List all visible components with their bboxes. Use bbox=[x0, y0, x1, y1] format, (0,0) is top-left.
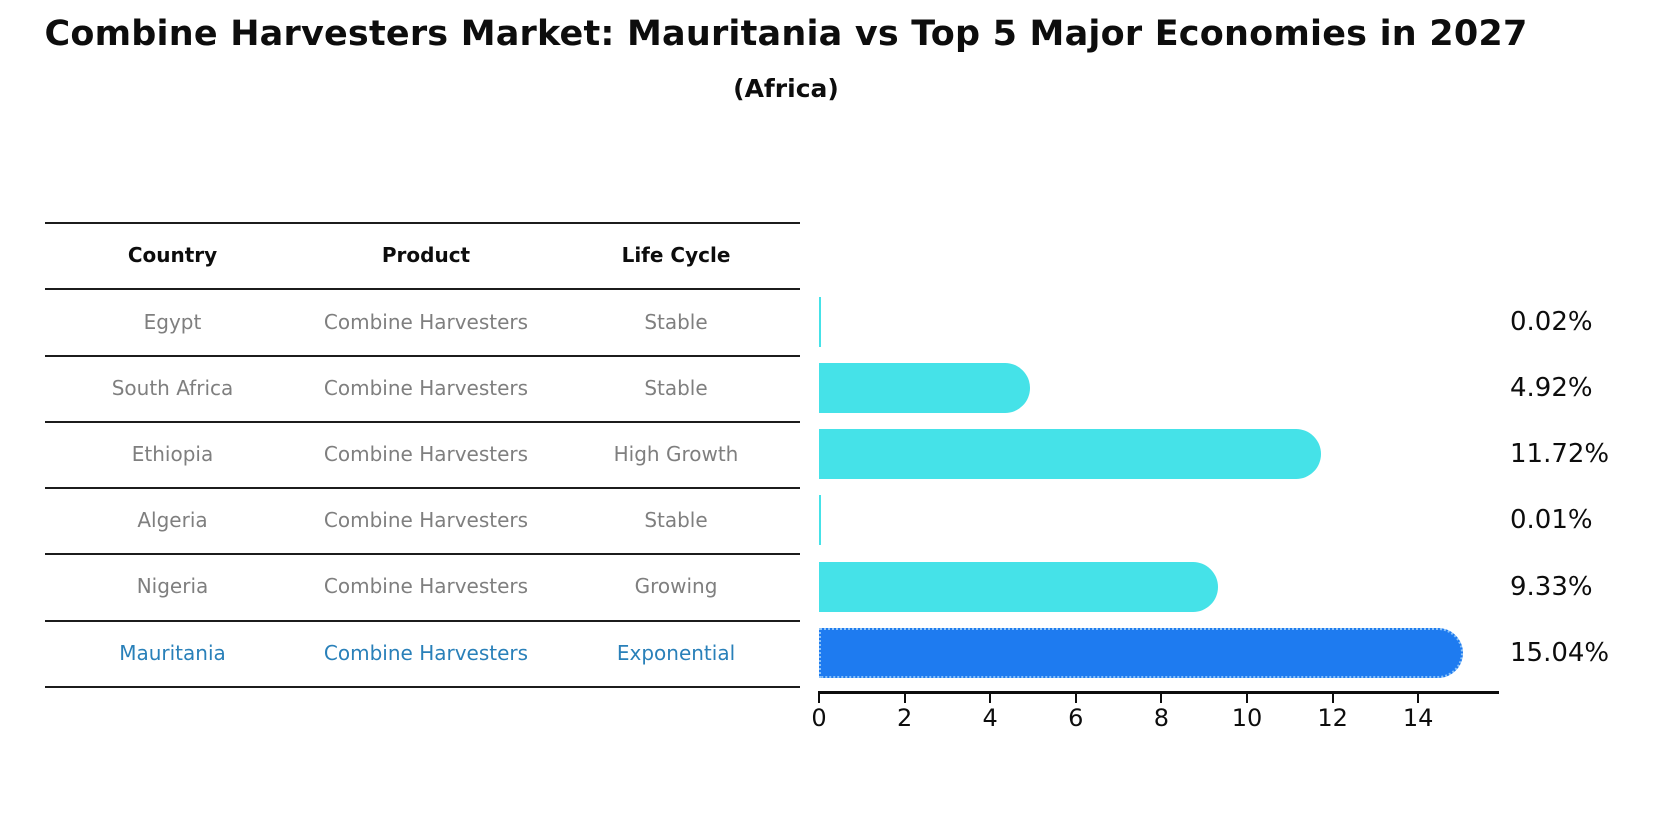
table-header-row: Country Product Life Cycle bbox=[45, 239, 800, 271]
cell-country: Ethiopia bbox=[131, 442, 214, 466]
cell-country: Egypt bbox=[143, 310, 202, 334]
table-row-ethiopia: Ethiopia Combine Harvesters High Growth bbox=[45, 438, 800, 470]
table-row-algeria: Algeria Combine Harvesters Stable bbox=[45, 504, 800, 536]
column-header-country: Country bbox=[127, 243, 218, 267]
page-title: Combine Harvesters Market: Mauritania vs… bbox=[44, 14, 1528, 54]
table-line bbox=[45, 620, 800, 622]
cell-country: Algeria bbox=[137, 508, 208, 532]
column-header-life-cycle: Life Cycle bbox=[621, 243, 731, 267]
bar-algeria bbox=[819, 495, 821, 545]
bar-nigeria bbox=[819, 562, 1219, 612]
bar-mauritania bbox=[819, 628, 1463, 678]
x-axis-tick-label: 6 bbox=[1068, 704, 1084, 732]
value-label: 4.92% bbox=[1510, 373, 1593, 403]
cell-product: Combine Harvesters bbox=[323, 310, 529, 334]
x-axis-tick bbox=[1160, 694, 1163, 703]
cell-product: Combine Harvesters bbox=[323, 376, 529, 400]
cell-country: Mauritania bbox=[119, 641, 226, 665]
cell-life-cycle: Stable bbox=[644, 508, 708, 532]
x-axis-tick bbox=[1417, 694, 1420, 703]
value-label: 0.02% bbox=[1510, 307, 1593, 337]
bar-south-africa bbox=[819, 363, 1030, 413]
cell-product: Combine Harvesters bbox=[323, 574, 529, 598]
table-row-mauritania: Mauritania Combine Harvesters Exponentia… bbox=[45, 637, 800, 669]
cell-life-cycle: High Growth bbox=[613, 442, 739, 466]
table-row-nigeria: Nigeria Combine Harvesters Growing bbox=[45, 570, 800, 602]
x-axis-tick-label: 2 bbox=[896, 704, 913, 732]
value-label: 15.04% bbox=[1510, 638, 1610, 668]
cell-life-cycle: Growing bbox=[634, 574, 718, 598]
table-row-egypt: Egypt Combine Harvesters Stable bbox=[45, 306, 800, 338]
cell-product: Combine Harvesters bbox=[323, 508, 529, 532]
table-line bbox=[45, 421, 800, 423]
x-axis-tick-label: 14 bbox=[1402, 704, 1434, 732]
x-axis-tick-label: 8 bbox=[1153, 704, 1170, 732]
table-line bbox=[45, 355, 800, 357]
cell-country: Nigeria bbox=[136, 574, 209, 598]
cell-product: Combine Harvesters bbox=[323, 442, 529, 466]
x-axis-tick-label: 0 bbox=[811, 704, 827, 732]
table-line bbox=[45, 553, 800, 555]
cell-product: Combine Harvesters bbox=[323, 641, 529, 665]
x-axis-tick bbox=[1074, 694, 1077, 703]
cell-life-cycle: Exponential bbox=[616, 641, 736, 665]
table-line bbox=[45, 487, 800, 489]
bar-egypt bbox=[819, 297, 821, 347]
x-axis-tick bbox=[818, 694, 820, 703]
table-row-south-africa: South Africa Combine Harvesters Stable bbox=[45, 372, 800, 404]
x-axis-tick bbox=[903, 694, 906, 703]
page-subtitle: (Africa) bbox=[733, 74, 839, 103]
x-axis-tick-label: 10 bbox=[1231, 704, 1263, 732]
table-line bbox=[45, 686, 800, 688]
value-label: 0.01% bbox=[1510, 505, 1593, 535]
x-axis-tick-label: 4 bbox=[982, 704, 998, 732]
bar-ethiopia bbox=[819, 429, 1321, 479]
column-header-product: Product bbox=[381, 243, 471, 267]
value-label: 11.72% bbox=[1510, 439, 1610, 469]
cell-country: South Africa bbox=[111, 376, 234, 400]
x-axis-tick bbox=[1246, 694, 1248, 703]
table-line bbox=[45, 222, 800, 224]
cell-life-cycle: Stable bbox=[644, 310, 708, 334]
cell-life-cycle: Stable bbox=[644, 376, 708, 400]
table-line bbox=[45, 288, 800, 290]
x-axis-tick bbox=[1331, 694, 1334, 703]
x-axis-line bbox=[818, 691, 1499, 694]
x-axis-tick bbox=[989, 694, 992, 703]
value-label: 9.33% bbox=[1510, 572, 1593, 602]
x-axis-tick-label: 12 bbox=[1317, 704, 1348, 732]
